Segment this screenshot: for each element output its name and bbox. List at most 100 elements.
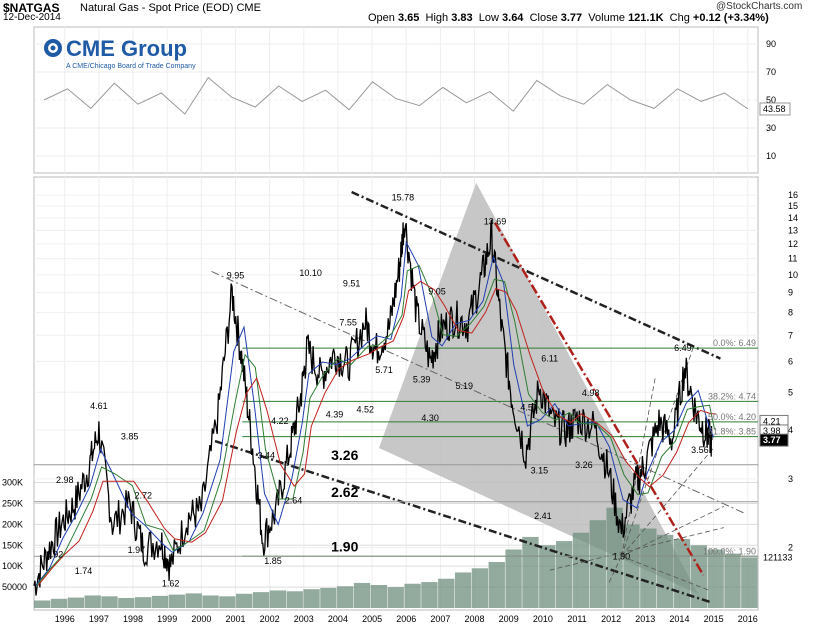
price-data-label: 15.78 bbox=[392, 193, 415, 203]
price-tick-label: 15 bbox=[788, 201, 798, 211]
x-tick-label: 2000 bbox=[191, 614, 211, 624]
volume-bar bbox=[656, 534, 674, 608]
indicator-tick-label: 90 bbox=[766, 39, 776, 49]
volume-bar bbox=[438, 578, 455, 608]
price-data-label: 1.85 bbox=[264, 556, 282, 566]
volume-bar bbox=[151, 595, 169, 608]
x-tick-label: 2016 bbox=[738, 614, 758, 624]
volume-bar bbox=[572, 532, 590, 608]
volume-bar bbox=[589, 520, 606, 608]
volume-bar bbox=[202, 595, 219, 608]
volume-bar bbox=[471, 568, 489, 608]
x-tick-label: 2009 bbox=[499, 614, 519, 624]
volume-value: 121.1K bbox=[628, 12, 664, 24]
volume-bar bbox=[387, 587, 404, 608]
stockcharts-credit[interactable]: @StockCharts.com bbox=[716, 1, 803, 12]
high-value: 3.83 bbox=[451, 12, 473, 24]
logo-tagline: A CME/Chicago Board of Trade Company bbox=[66, 63, 196, 70]
price-line bbox=[33, 219, 713, 596]
price-data-label: 4.30 bbox=[421, 413, 439, 423]
price-data-label: 6.49 bbox=[674, 343, 692, 353]
x-tick-label: 2004 bbox=[328, 614, 348, 624]
cme-group-logo: CME Group A CME/Chicago Board of Trade C… bbox=[44, 36, 196, 70]
fan-line bbox=[607, 556, 622, 586]
price-data-label: 2.98 bbox=[56, 475, 74, 485]
volume-bar bbox=[219, 596, 236, 608]
indicator-last-box bbox=[759, 102, 791, 116]
price-tick-label: 7 bbox=[788, 330, 793, 340]
price-tick-label: 14 bbox=[788, 213, 798, 223]
price-tick-label: 3 bbox=[788, 474, 793, 484]
price-data-label: 2.64 bbox=[285, 496, 303, 506]
indicator-tick-label: 50 bbox=[766, 95, 776, 105]
volume-bar bbox=[370, 585, 388, 608]
price-data-label: 13.69 bbox=[484, 217, 507, 227]
support-level-label: 2.62 bbox=[331, 484, 358, 500]
volume-tick-label: 150K bbox=[2, 540, 23, 550]
price-data-label: 5.71 bbox=[375, 365, 393, 375]
price-data-label: 3.44 bbox=[257, 451, 275, 461]
volume-bar bbox=[34, 600, 51, 608]
x-tick-label: 1996 bbox=[55, 614, 75, 624]
volume-bar bbox=[118, 597, 135, 608]
high-label: High bbox=[425, 12, 449, 24]
right-axis-value-label: 3.98 bbox=[763, 426, 781, 436]
axes: 1996 1997 1998 1999 2000 2001 2002 2003 2004 2005… bbox=[2, 39, 798, 624]
volume-bar bbox=[252, 592, 270, 608]
close-value: 3.77 bbox=[560, 12, 583, 24]
chart-date: 12-Dec-2014 bbox=[3, 12, 61, 23]
price-data-label: 1.90 bbox=[613, 551, 631, 561]
logo-text: CME Group bbox=[66, 36, 187, 61]
price-tick-label: 12 bbox=[788, 239, 798, 249]
volume-bar bbox=[303, 589, 320, 608]
x-tick-label: 2001 bbox=[225, 614, 245, 624]
volume-label: Volume bbox=[588, 12, 625, 24]
support-level-label: 1.90 bbox=[331, 538, 358, 554]
price-data-label: 5.19 bbox=[456, 381, 474, 391]
x-tick-label: 2012 bbox=[601, 614, 621, 624]
x-tick-label: 1998 bbox=[123, 614, 143, 624]
volume-bar bbox=[101, 596, 118, 608]
volume-bar bbox=[269, 590, 287, 608]
x-tick-label: 2002 bbox=[260, 614, 280, 624]
fib-level-label: 100.0%: 1.90 bbox=[703, 546, 756, 556]
x-tick-label: 2015 bbox=[704, 614, 724, 624]
right-axis-value-label: 4.21 bbox=[763, 416, 781, 426]
volume-bar bbox=[539, 545, 556, 608]
change-label: Chg bbox=[669, 12, 690, 24]
moving-average-mid bbox=[36, 265, 716, 586]
price-tick-label: 8 bbox=[788, 308, 793, 318]
volume-bar bbox=[50, 598, 68, 608]
change-value: +0.12 (+3.34%) bbox=[692, 12, 769, 24]
right-axis-value-label: 3.77 bbox=[763, 435, 781, 445]
volume-tick-label: 300K bbox=[2, 478, 23, 488]
volume-bar bbox=[707, 549, 724, 608]
trend-and-fib-lines bbox=[34, 190, 758, 604]
volume-bar bbox=[185, 593, 202, 608]
price-data-label: 10.10 bbox=[299, 268, 322, 278]
price-tick-label: 5 bbox=[788, 387, 793, 397]
volume-tick-label: 200K bbox=[2, 519, 23, 529]
price-data-label: 4.22 bbox=[271, 416, 289, 426]
x-tick-label: 2003 bbox=[294, 614, 314, 624]
indicator-tick-label: 10 bbox=[766, 151, 776, 161]
price-tick-label: 4 bbox=[788, 425, 793, 435]
price-tick-label: 6 bbox=[788, 356, 793, 366]
price-data-label: 9.05 bbox=[428, 287, 446, 297]
indicator-tick-label: 30 bbox=[766, 123, 776, 133]
price-data-label: 4.61 bbox=[90, 401, 108, 411]
volume-bar bbox=[67, 597, 85, 608]
volume-bar bbox=[421, 582, 438, 608]
moving-average-slow bbox=[37, 280, 717, 586]
volume-bar bbox=[488, 562, 505, 608]
chart-subtitle: Natural Gas - Spot Price (EOD) CME bbox=[80, 2, 261, 14]
upper-channel-line bbox=[351, 190, 721, 360]
fib-level-label: 0.0%: 6.49 bbox=[713, 338, 756, 348]
low-value: 3.64 bbox=[502, 12, 524, 24]
x-tick-label: 2008 bbox=[465, 614, 485, 624]
x-tick-label: 2010 bbox=[533, 614, 553, 624]
x-tick-label: 2007 bbox=[430, 614, 450, 624]
lower-channel-line bbox=[214, 439, 711, 604]
fib-level-label: 38.2%: 4.74 bbox=[708, 391, 756, 401]
price-data-label: 5.39 bbox=[413, 375, 431, 385]
